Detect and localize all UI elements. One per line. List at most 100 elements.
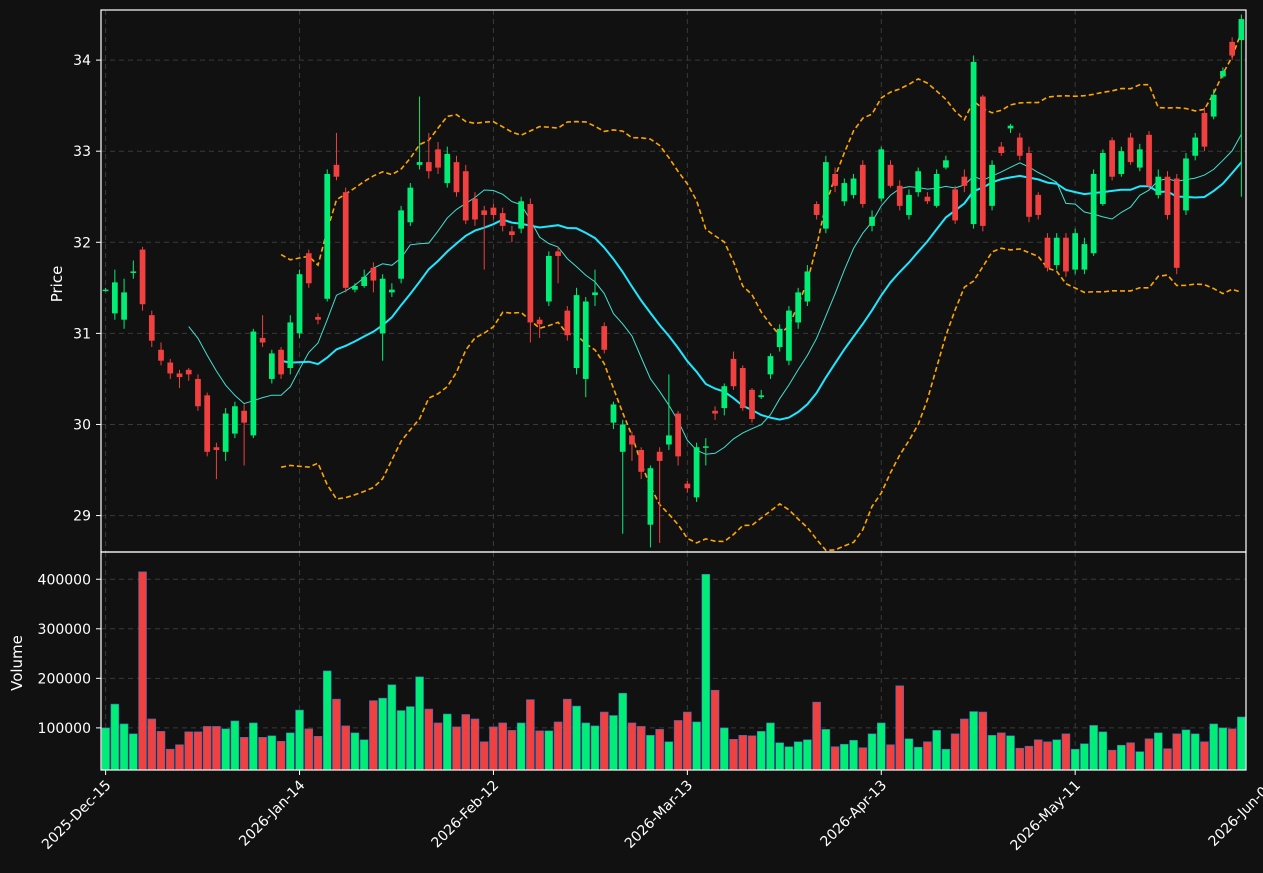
candle-body [185,369,192,375]
volume-bar [710,689,720,771]
volume-bar [489,726,498,771]
candle-body [287,322,294,368]
volume-bar [221,728,230,771]
volume-bar [803,739,812,771]
candle-body [1090,173,1097,254]
volume-axis-label: Volume [8,635,26,691]
volume-bar [1154,732,1163,771]
candle-body [241,410,247,423]
volume-tick-label: 100000 [38,721,91,737]
volume-bar [332,698,341,771]
candle-body [1136,149,1143,168]
upper-band [280,31,1243,337]
volume-bar [322,670,332,771]
candle-body [786,310,792,361]
volume-bar [359,739,369,771]
volume-bar [692,721,701,771]
volume-bar [895,685,905,771]
candle-body [739,367,746,409]
candle-body [989,164,995,206]
volume-bar [1209,723,1218,771]
candle-body [1044,237,1051,268]
candle-body [509,231,515,235]
candle-body [379,278,386,334]
volume-bar [313,736,323,771]
candle-body [361,276,368,287]
price-tick-label: 33 [73,144,91,160]
candle-body [952,189,958,221]
candle-body [933,173,940,206]
volume-bar [969,711,978,771]
volume-bar [941,748,951,771]
candle-body [315,316,321,320]
candle-body [629,435,635,445]
candle-body [389,289,395,293]
volume-bar [867,733,877,771]
candle-body [268,353,275,379]
volume-bar [1043,741,1052,771]
volume-bar [1117,744,1126,771]
candle-body [130,271,137,273]
volume-panel-frame [100,551,1247,771]
volume-bar [119,723,129,771]
candle-body [869,216,875,226]
volume-bar [784,746,794,771]
volume-bar [267,735,277,771]
volume-bar [239,736,249,771]
price-tick-label: 34 [73,53,91,69]
candle-body [296,274,303,334]
volume-bar [858,747,868,771]
candle-body [167,362,174,374]
candle-body [758,395,765,398]
volume-bar [1144,738,1154,771]
candle-body [675,413,681,457]
candle-body [462,171,469,221]
candle-body [490,207,497,215]
volume-bar [563,698,572,771]
volume-bar [683,711,692,771]
candle-body [924,196,931,202]
candle-body [647,468,654,525]
volume-bar [479,741,489,771]
candle-body [102,289,109,292]
volume-bar [1052,739,1061,771]
volume-bar [276,740,286,771]
candle-body [1183,158,1189,211]
volume-bar [378,697,387,771]
volume-tick-label: 300000 [38,622,91,638]
volume-bar [452,726,461,771]
candle-body [1016,137,1023,156]
candle-body [638,449,645,472]
candle-body [444,153,451,184]
volume-bar [184,731,193,771]
candle-body [1238,19,1245,41]
volume-bar [609,715,618,771]
candle-body [859,164,866,205]
volume-bar [369,700,378,771]
volume-bar [950,733,960,771]
volume-bar [406,706,415,771]
candle-body [407,187,414,223]
volume-bar [960,718,969,771]
volume-bar [110,703,120,771]
volume-bar [165,748,175,771]
candle-body [545,255,552,302]
volume-bar [442,713,452,771]
volume-bar [147,718,157,771]
volume-bar [775,742,784,771]
candle-body [472,198,478,220]
candle-body [481,210,488,215]
volume-bar [1200,741,1209,771]
candle-body [250,331,257,436]
volume-bar [1237,716,1246,771]
volume-tick-label: 200000 [38,671,91,687]
candle-body [232,406,238,434]
volume-bar [581,722,591,771]
bollinger-bands [280,31,1243,552]
candle-body [730,358,737,387]
candle-body [795,292,802,323]
volume-bar [701,573,711,771]
candle-body [767,356,774,375]
volume-bar [1098,731,1108,771]
candle-body [684,483,691,489]
